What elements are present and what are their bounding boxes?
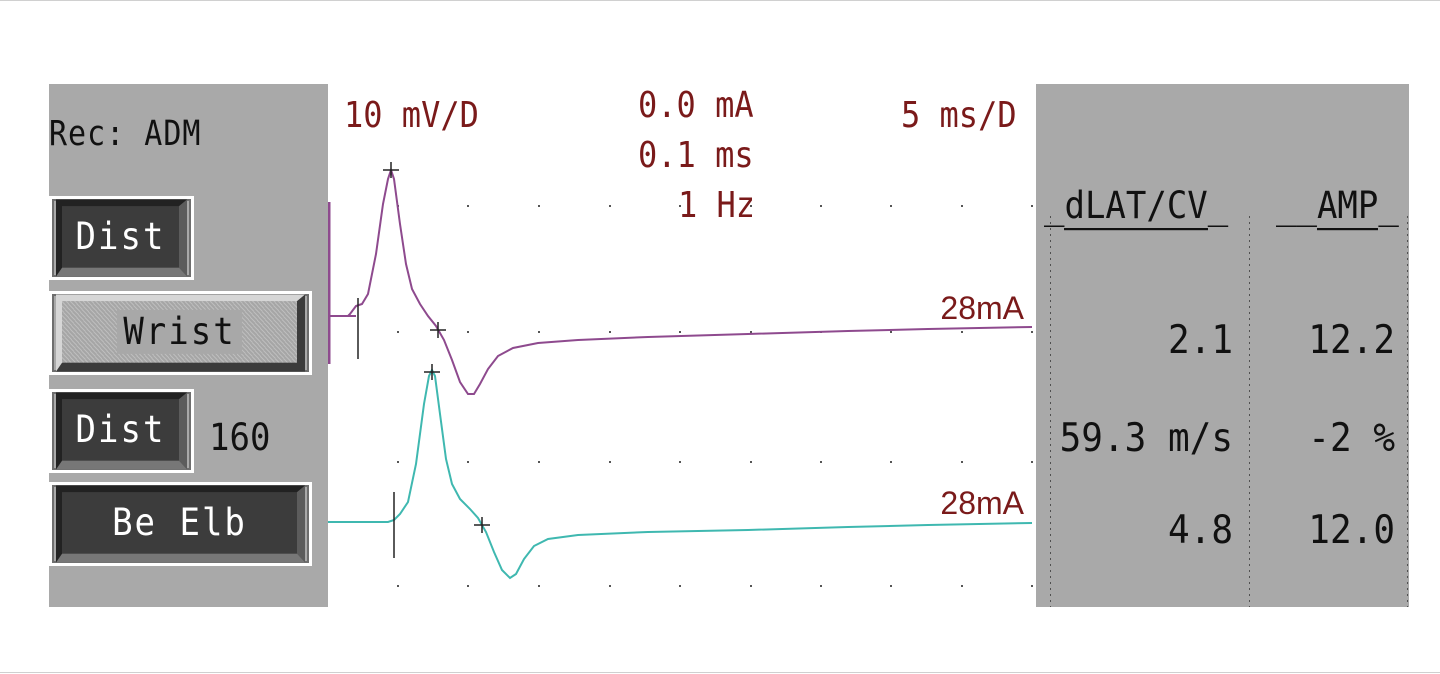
grid-dot (467, 205, 469, 207)
bottom-border (0, 672, 1440, 673)
grid-dot (609, 205, 611, 207)
result-amp-be-elb: 12.0 (1308, 508, 1395, 554)
column-header-dlat-cv-text: dLAT/CV (1064, 184, 1208, 231)
column-divider-3 (1407, 216, 1408, 607)
grid-dot (890, 331, 892, 333)
grid-dot (397, 331, 399, 333)
grid-dot (961, 585, 963, 587)
grid-dot (609, 461, 611, 463)
trace-canvas: 28mA 28mA (328, 162, 1033, 587)
grid-dot (679, 331, 681, 333)
distance-value: 160 (209, 416, 271, 460)
grid-dot (467, 585, 469, 587)
result-amp-change: -2 % (1308, 416, 1395, 462)
dist-button-1-label: Dist (75, 214, 166, 259)
stim-intensity-be-elb: 28mA (940, 485, 1024, 521)
grid-dot (538, 461, 540, 463)
grid-dot (679, 585, 681, 587)
grid-dot (609, 331, 611, 333)
grid-dot (750, 585, 752, 587)
grid-dot (538, 585, 540, 587)
grid-dot (750, 461, 752, 463)
grid-dot (750, 331, 752, 333)
stim-duration-label: 0.1 ms (638, 134, 754, 176)
site-button-wrist-label: Wrist (117, 309, 242, 354)
site-button-wrist[interactable]: Wrist (49, 291, 312, 375)
grid-dot (538, 331, 540, 333)
result-dlat-wrist: 2.1 (1167, 318, 1233, 364)
recording-site-label: Rec: ADM (49, 114, 202, 155)
cursor-trough-wrist (430, 322, 446, 338)
grid-dot (750, 205, 752, 207)
grid-dot (467, 461, 469, 463)
grid-dot (397, 461, 399, 463)
column-header-amp-text: AMP (1316, 184, 1379, 231)
sweep-speed-label: 5 ms/D (901, 94, 1017, 136)
grid-dot (820, 205, 822, 207)
grid-dot (1031, 585, 1033, 587)
grid-dot (1031, 461, 1033, 463)
trace-be-elb (328, 367, 1033, 580)
column-header-amp: __AMP_ (1276, 184, 1399, 231)
cursor-trough-be-elb (474, 517, 490, 533)
grid-dot (890, 585, 892, 587)
stim-rate-label: 1 Hz (678, 184, 756, 226)
result-cv: 59.3 m/s (1059, 416, 1233, 462)
waveform-display: 10 mV/D 0.0 mA 0.1 ms 1 Hz 5 ms/D 28mA 2… (328, 84, 1036, 607)
stim-current-label: 0.0 mA (638, 84, 754, 126)
site-button-be-elb[interactable]: Be Elb (49, 482, 312, 566)
grid-dot (679, 205, 681, 207)
site-button-be-elb-label: Be Elb (112, 500, 247, 545)
settings-panel: Rec: ADM Dist Wrist Dist 160 Be Elb (49, 84, 328, 607)
sensitivity-label: 10 mV/D (344, 94, 479, 136)
stim-intensity-wrist: 28mA (940, 290, 1024, 326)
grid-dot (820, 461, 822, 463)
grid-dot (1031, 331, 1033, 333)
dist-button-1[interactable]: Dist (49, 196, 194, 280)
result-dlat-be-elb: 4.8 (1167, 508, 1233, 554)
dist-button-2-label: Dist (75, 407, 166, 452)
grid-dot (538, 205, 540, 207)
dist-button-2[interactable]: Dist (49, 389, 194, 473)
grid-dot (820, 585, 822, 587)
grid-dots (397, 205, 1033, 587)
column-divider-1 (1050, 216, 1051, 607)
grid-dot (961, 205, 963, 207)
result-amp-wrist: 12.2 (1308, 318, 1395, 364)
grid-dot (1031, 205, 1033, 207)
grid-dot (609, 585, 611, 587)
grid-dot (890, 461, 892, 463)
grid-dot (467, 331, 469, 333)
grid-dot (961, 331, 963, 333)
cursor-peak-wrist (383, 162, 399, 178)
grid-dot (397, 585, 399, 587)
column-header-dlat-cv: _dLAT/CV_ (1044, 184, 1228, 231)
trace-wrist (328, 166, 1033, 395)
results-panel: _dLAT/CV_ __AMP_ 2.1 12.2 59.3 m/s -2 % … (1036, 84, 1409, 607)
column-divider-2 (1249, 216, 1250, 607)
cursor-peak-be-elb (424, 364, 440, 380)
top-border (0, 0, 1440, 1)
grid-dot (679, 461, 681, 463)
grid-dot (961, 461, 963, 463)
grid-dot (890, 205, 892, 207)
